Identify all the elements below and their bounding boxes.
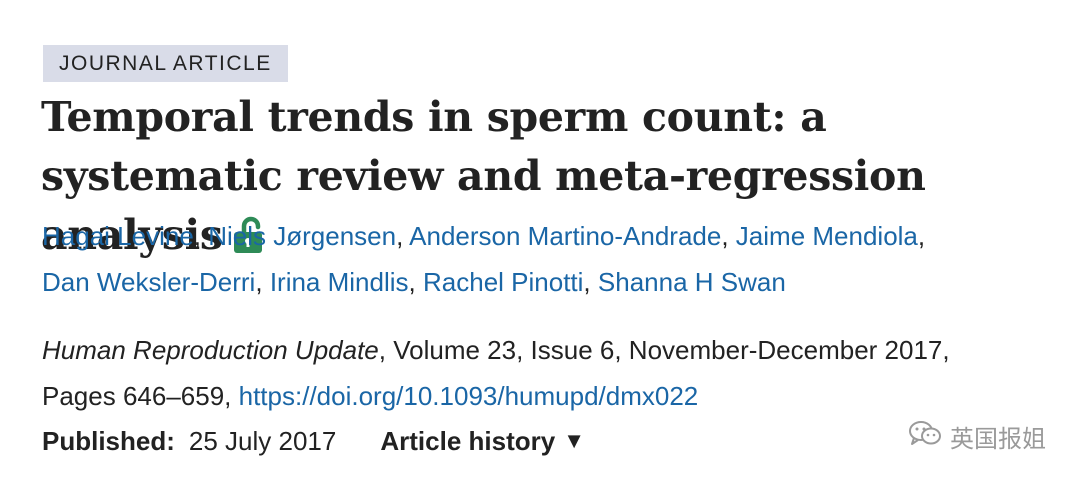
author-separator: , xyxy=(255,267,263,297)
author-list: Hagai Levine, Niels Jørgensen, Anderson … xyxy=(42,213,1062,305)
journal-name: Human Reproduction Update xyxy=(42,335,379,365)
author-link[interactable]: Niels Jørgensen xyxy=(208,221,397,251)
watermark-text: 英国报姐 xyxy=(950,426,1046,453)
open-lock-icon xyxy=(233,210,263,253)
author-separator: , xyxy=(583,267,591,297)
citation: Human Reproduction Update, Volume 23, Is… xyxy=(42,327,1062,419)
caret-down-icon: ▼ xyxy=(563,428,585,453)
article-type-badge: JOURNAL ARTICLE xyxy=(43,45,288,82)
author-link[interactable]: Anderson Martino-Andrade xyxy=(409,221,722,251)
author-link[interactable]: Shanna H Swan xyxy=(597,267,786,297)
author-link[interactable]: Jaime Mendiola xyxy=(735,221,918,251)
author-separator: , xyxy=(917,221,926,251)
author-separator: , xyxy=(721,221,729,251)
publication-info: Published: 25 July 2017 Article history … xyxy=(42,418,585,464)
author-link[interactable]: Irina Mindlis xyxy=(269,267,409,297)
volume-issue-date: , Volume 23, Issue 6, November-December … xyxy=(378,335,950,365)
article-title-text: Temporal trends in sperm count: a system… xyxy=(41,93,926,259)
wechat-icon xyxy=(908,419,950,454)
author-separator: , xyxy=(396,221,404,251)
watermark: 英国报姐 xyxy=(908,419,1046,454)
author-link[interactable]: Dan Weksler-Derri xyxy=(42,267,256,297)
article-history-toggle[interactable]: Article history ▼ xyxy=(380,418,585,464)
author-separator: , xyxy=(193,221,202,251)
author-separator: , xyxy=(408,267,416,297)
published-date: 25 July 2017 xyxy=(188,426,337,456)
published-label: Published: xyxy=(42,426,175,456)
article-title: Temporal trends in sperm count: a system… xyxy=(41,88,1071,265)
doi-link[interactable]: https://doi.org/10.1093/humupd/dmx022 xyxy=(238,381,699,411)
author-link[interactable]: Rachel Pinotti xyxy=(423,267,584,297)
page-range: Pages 646–659, xyxy=(42,381,239,411)
article-history-label: Article history xyxy=(380,426,556,456)
author-link[interactable]: Hagai Levine xyxy=(42,221,194,251)
